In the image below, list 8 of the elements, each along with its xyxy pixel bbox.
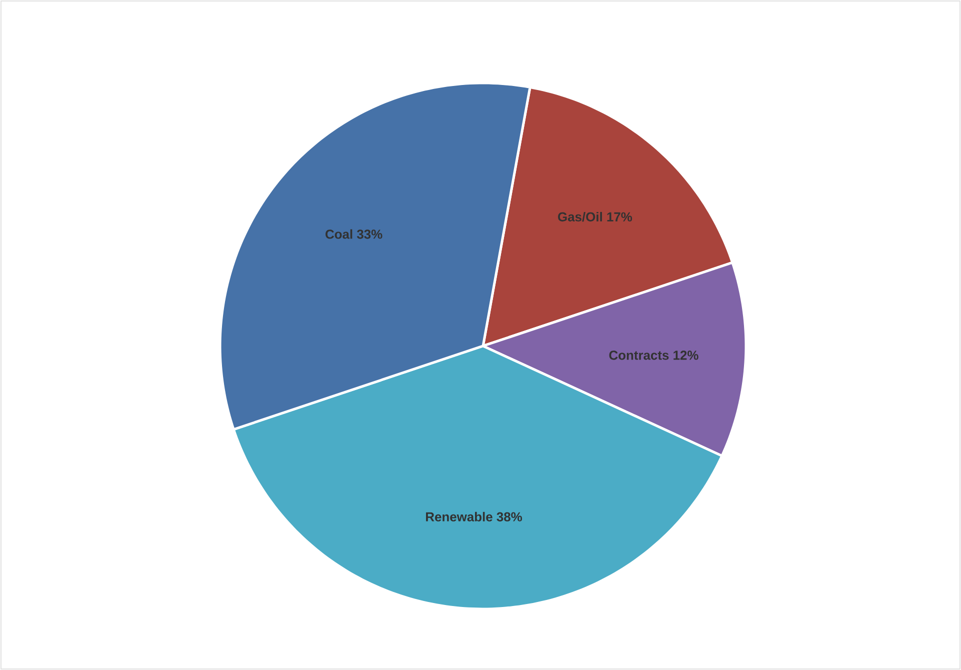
slice-label: Renewable	[426, 512, 492, 522]
slice-label: Coal	[326, 229, 352, 239]
data-label: 17%	[607, 212, 632, 222]
data-label: 33%	[356, 230, 382, 239]
data-label: 12%	[674, 350, 698, 360]
slice-label: Gas/Oil	[558, 212, 602, 222]
data-label: 38%	[496, 512, 522, 522]
slice-label: Contracts	[609, 350, 669, 360]
